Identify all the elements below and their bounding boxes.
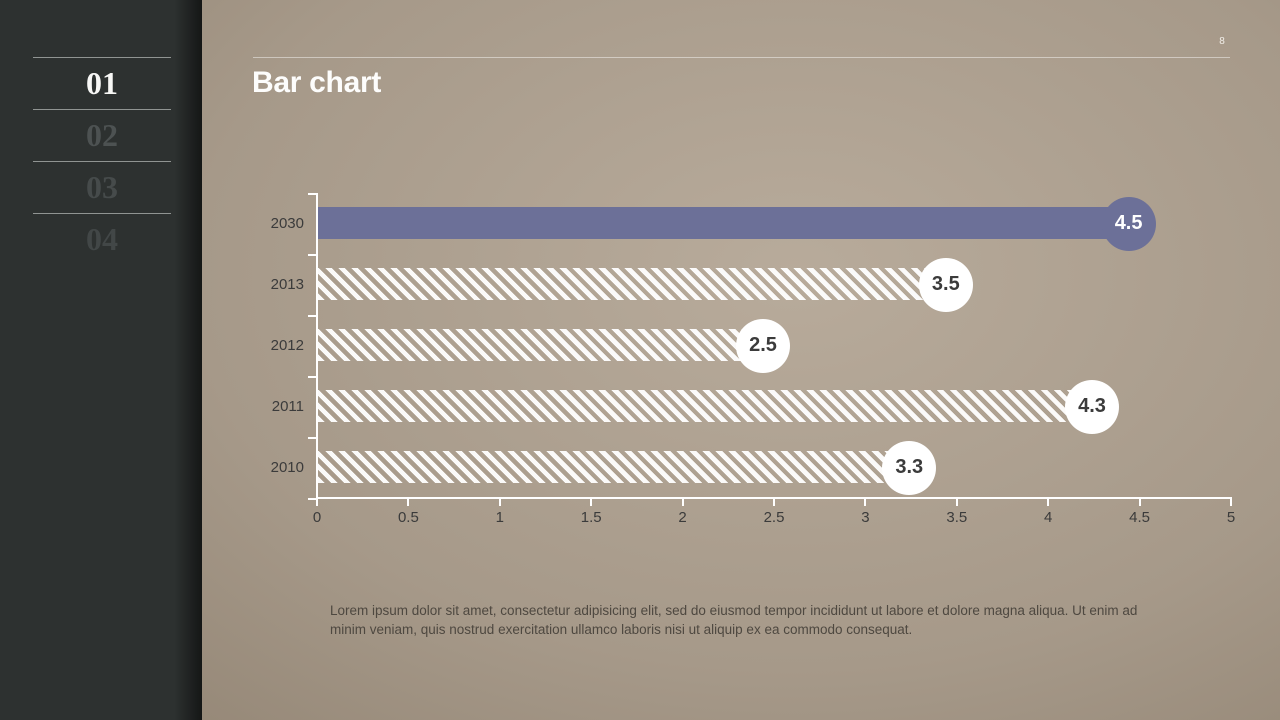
header-divider	[253, 57, 1230, 58]
x-axis-tick-label: 5	[1226, 509, 1236, 526]
x-axis-tick-label: 2	[678, 509, 687, 526]
category-label: 2012	[270, 336, 304, 354]
sidebar-item-label: 04	[86, 221, 118, 257]
bar-chart: 2030 4.5 2013 3.5 2012 2.5 2011 4.3 2010 3.3 0 0.5 1…	[271, 193, 1235, 526]
value-badge: 3.5	[918, 257, 973, 312]
x-axis-tick-label: 3.5	[946, 509, 968, 526]
page-title: Bar chart	[252, 66, 382, 99]
category-label: 2011	[271, 397, 304, 415]
sidebar-item-04[interactable]: 04	[33, 213, 171, 265]
x-axis-tick-label: 2.5	[763, 509, 785, 526]
sidebar-item-label: 02	[86, 117, 118, 153]
x-axis-tick-label: 4.5	[1129, 509, 1151, 526]
x-axis-line	[316, 497, 1232, 499]
x-axis-tick	[773, 499, 775, 506]
x-axis-tick-label: 0	[312, 509, 322, 526]
body-text: Lorem ipsum dolor sit amet, consectetur …	[330, 603, 1138, 637]
x-axis-tick-label: 4	[1044, 509, 1053, 526]
value-badge: 2.5	[736, 318, 790, 373]
y-axis-tick	[308, 193, 316, 195]
x-axis-tick	[498, 499, 501, 506]
x-axis-tick	[681, 499, 684, 506]
page-number: 8	[1219, 36, 1225, 47]
sidebar-item-label: 01	[86, 65, 118, 101]
x-axis-tick	[407, 499, 410, 506]
sidebar-item-01[interactable]: 01	[33, 57, 171, 109]
category-label: 2013	[270, 275, 304, 293]
bar-2011	[318, 390, 1105, 422]
category-label: 2010	[270, 458, 304, 476]
category-label: 2030	[270, 214, 304, 232]
y-axis-tick	[308, 376, 316, 378]
x-axis-tick	[955, 499, 958, 506]
x-axis-tick-label: 3	[861, 509, 870, 526]
value-badge: 4.5	[1101, 196, 1156, 251]
x-axis-tick	[864, 499, 867, 506]
sidebar: 01 02 03 04	[0, 0, 202, 720]
value-badge: 4.3	[1065, 379, 1120, 434]
sidebar-item-02[interactable]: 02	[33, 109, 171, 161]
bar-2012	[318, 329, 775, 361]
y-axis-tick	[308, 437, 316, 439]
y-axis-tick	[308, 498, 316, 500]
x-axis-tick	[1138, 499, 1141, 506]
x-axis-tick	[1047, 499, 1050, 506]
x-axis-tick	[590, 499, 593, 506]
bar-2013	[318, 268, 958, 300]
x-axis-tick	[1230, 499, 1232, 506]
bar-2030	[318, 207, 1141, 239]
bar-2010	[318, 451, 922, 483]
y-axis-tick	[308, 315, 316, 317]
y-axis-tick	[308, 254, 316, 256]
y-axis-line	[316, 193, 318, 499]
sidebar-nav: 01 02 03 04	[33, 57, 171, 265]
x-axis-tick-label: 1	[495, 509, 504, 526]
x-axis-tick-label: 0.5	[397, 509, 419, 526]
x-axis-tick	[316, 499, 318, 506]
value-badge: 3.3	[882, 440, 937, 495]
sidebar-item-label: 03	[86, 169, 118, 205]
sidebar-item-03[interactable]: 03	[33, 161, 171, 213]
x-axis-tick-label: 1.5	[580, 509, 602, 526]
